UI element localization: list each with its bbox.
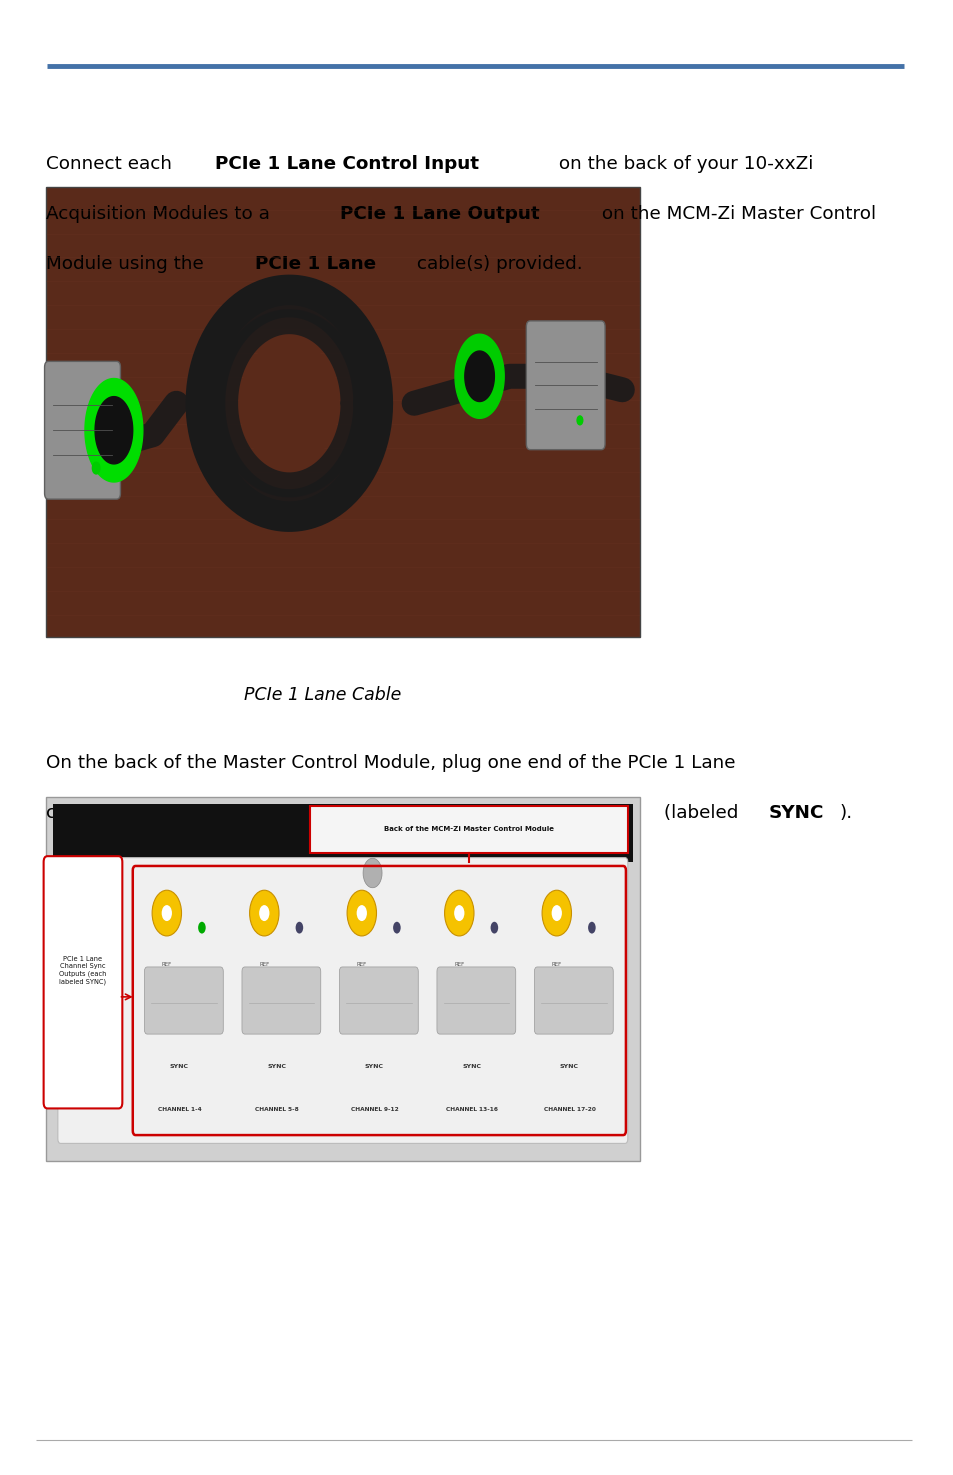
Text: PCIe 1 Lane Channel Sync Output: PCIe 1 Lane Channel Sync Output <box>215 804 559 822</box>
FancyBboxPatch shape <box>526 322 604 450</box>
Text: Connect each: Connect each <box>46 155 177 173</box>
Circle shape <box>92 462 100 473</box>
Circle shape <box>587 922 595 934</box>
Polygon shape <box>455 335 503 419</box>
Polygon shape <box>95 397 132 463</box>
Text: SYNC: SYNC <box>365 1063 383 1068</box>
FancyBboxPatch shape <box>44 855 122 1108</box>
FancyBboxPatch shape <box>310 805 628 853</box>
Text: SYNC: SYNC <box>768 804 823 822</box>
Text: on the back of your 10-xxZi: on the back of your 10-xxZi <box>553 155 813 173</box>
Text: REF: REF <box>356 962 367 966</box>
Text: PCIe 1 Lane
Channel Sync
Outputs (each
labeled SYNC): PCIe 1 Lane Channel Sync Outputs (each l… <box>59 956 107 985</box>
Circle shape <box>259 906 269 920</box>
Text: CHANNEL 1-4: CHANNEL 1-4 <box>157 1108 201 1112</box>
Circle shape <box>161 906 172 920</box>
Text: PCIe 1 Lane Output: PCIe 1 Lane Output <box>340 205 539 223</box>
FancyBboxPatch shape <box>46 187 639 637</box>
Text: SYNC: SYNC <box>462 1063 481 1068</box>
Text: PCIe 1 Lane Control Input: PCIe 1 Lane Control Input <box>214 155 478 173</box>
Text: (labeled: (labeled <box>658 804 743 822</box>
Circle shape <box>295 922 303 934</box>
Circle shape <box>454 906 464 920</box>
Text: REF: REF <box>259 962 269 966</box>
Text: CHANNEL 5-8: CHANNEL 5-8 <box>254 1108 298 1112</box>
Circle shape <box>44 994 71 1035</box>
Text: on the MCM-Zi Master Control: on the MCM-Zi Master Control <box>596 205 876 223</box>
Text: REF: REF <box>161 962 172 966</box>
Circle shape <box>250 891 278 937</box>
Text: SYNC: SYNC <box>559 1063 578 1068</box>
Text: SYNC: SYNC <box>170 1063 189 1068</box>
FancyBboxPatch shape <box>534 968 613 1034</box>
Circle shape <box>444 891 474 937</box>
Polygon shape <box>464 351 494 401</box>
Circle shape <box>541 891 571 937</box>
FancyBboxPatch shape <box>58 857 627 1143</box>
Polygon shape <box>240 341 338 466</box>
Text: CHANNEL 13-16: CHANNEL 13-16 <box>445 1108 497 1112</box>
Text: CHANNEL 9-12: CHANNEL 9-12 <box>350 1108 398 1112</box>
Text: SYNC: SYNC <box>267 1063 286 1068</box>
Text: PCIe 1 Lane Cable: PCIe 1 Lane Cable <box>244 686 400 704</box>
Circle shape <box>347 891 376 937</box>
Text: CHANNEL 17-20: CHANNEL 17-20 <box>543 1108 595 1112</box>
FancyBboxPatch shape <box>144 968 223 1034</box>
Circle shape <box>490 922 497 934</box>
FancyBboxPatch shape <box>53 804 632 861</box>
Text: Back of the MCM-Zi Master Control Module: Back of the MCM-Zi Master Control Module <box>384 826 554 832</box>
Circle shape <box>393 922 400 934</box>
FancyBboxPatch shape <box>242 968 320 1034</box>
Polygon shape <box>85 379 143 482</box>
Circle shape <box>363 858 381 888</box>
Text: Module using the: Module using the <box>46 255 209 273</box>
Circle shape <box>551 906 561 920</box>
Text: REF: REF <box>454 962 464 966</box>
FancyBboxPatch shape <box>45 361 120 499</box>
Circle shape <box>577 416 582 425</box>
FancyBboxPatch shape <box>46 796 639 1161</box>
Text: Acquisition Modules to a: Acquisition Modules to a <box>46 205 275 223</box>
Text: ).: ). <box>839 804 852 822</box>
Circle shape <box>356 906 367 920</box>
Text: REF: REF <box>551 962 561 966</box>
Text: On the back of the Master Control Module, plug one end of the PCIe 1 Lane: On the back of the Master Control Module… <box>46 754 734 771</box>
Text: PCIe 1 Lane: PCIe 1 Lane <box>255 255 376 273</box>
Text: cable into the: cable into the <box>46 804 177 822</box>
Circle shape <box>198 922 206 934</box>
Circle shape <box>152 891 181 937</box>
FancyBboxPatch shape <box>339 968 417 1034</box>
FancyBboxPatch shape <box>436 968 516 1034</box>
Text: cable(s) provided.: cable(s) provided. <box>411 255 581 273</box>
